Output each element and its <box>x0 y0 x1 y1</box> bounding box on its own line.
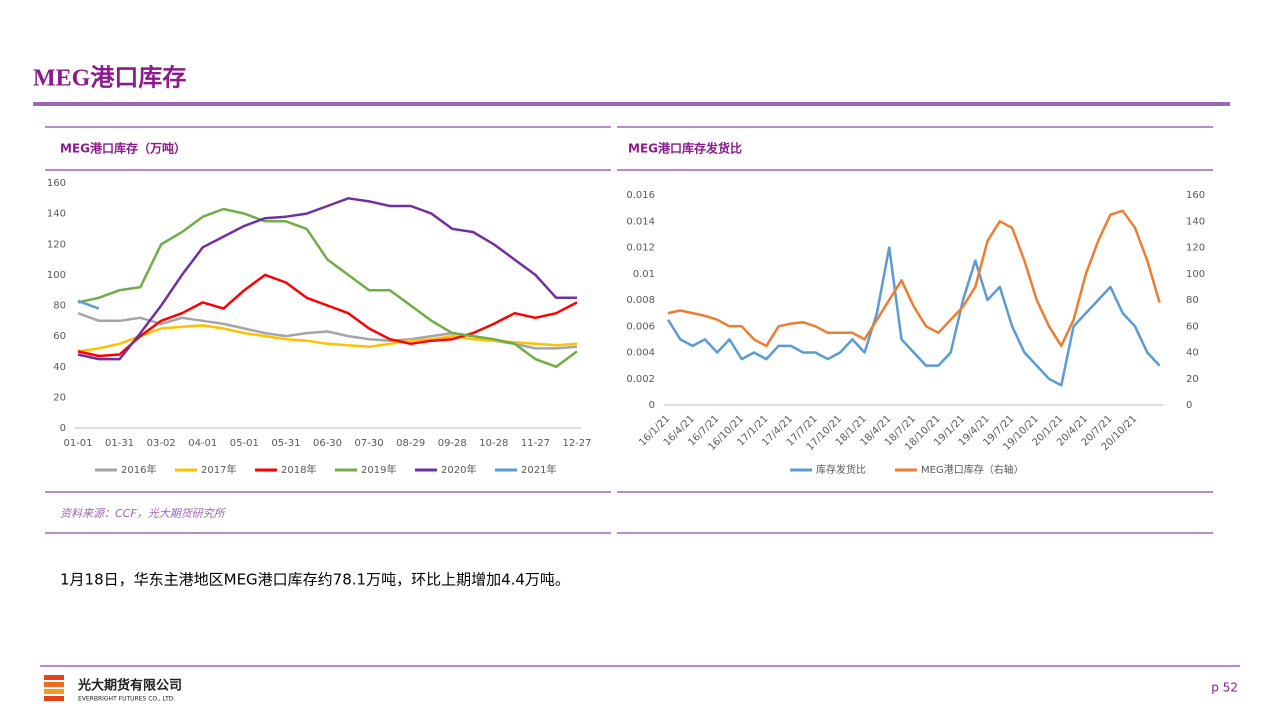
legend-label: 2020年 <box>441 463 476 476</box>
legend-label: 2021年 <box>521 463 556 476</box>
y-tick-label: 0 <box>649 400 655 411</box>
x-tick-label: 05-31 <box>271 438 300 449</box>
y2-tick-label: 60 <box>1186 321 1199 332</box>
frame-lines <box>40 126 1240 667</box>
y2-tick-label: 0 <box>1186 400 1192 411</box>
y-tick-label: 0.016 <box>626 190 655 201</box>
x-tick-label: 11-27 <box>521 438 550 449</box>
y-tick-label: 160 <box>47 178 66 189</box>
chart-title: MEG港口库存发货比 <box>628 141 742 156</box>
series-line <box>77 207 578 369</box>
y-tick-label: 0.002 <box>626 374 655 385</box>
body-text: 1月18日，华东主港地区MEG港口库存约78.1万吨，环比上期增加4.4万吨。 <box>60 571 570 589</box>
company-name: 光大期货有限公司 <box>77 678 182 694</box>
y2-tick-label: 40 <box>1186 348 1199 359</box>
y-tick-label: 0.01 <box>633 269 655 280</box>
x-tick-label: 01-01 <box>63 438 92 449</box>
y-tick-label: 0.004 <box>626 348 655 359</box>
legend-label: 2019年 <box>361 463 396 476</box>
y2-tick-label: 20 <box>1186 374 1199 385</box>
x-tick-label: 09-28 <box>438 438 467 449</box>
y-tick-label: 0.006 <box>626 321 655 332</box>
chart-title: MEG港口库存（万吨） <box>60 141 186 156</box>
x-tick-label: 12-27 <box>562 438 591 449</box>
x-tick-label: 04-01 <box>188 438 217 449</box>
source-note: 资料来源：CCF，光大期货研究所 <box>60 507 227 520</box>
legend-label: 2018年 <box>281 463 316 476</box>
y2-tick-label: 140 <box>1186 216 1205 227</box>
slide-title: MEG港口库存 <box>33 65 186 92</box>
x-tick-label: 06-30 <box>313 438 342 449</box>
y-tick-label: 0.012 <box>626 243 655 254</box>
x-tick-label: 08-29 <box>396 438 425 449</box>
legend-label: 库存发货比 <box>816 463 866 476</box>
legend-label: 2017年 <box>201 463 236 476</box>
y2-tick-label: 160 <box>1186 190 1205 201</box>
y-tick-label: 140 <box>47 209 66 220</box>
series-line <box>77 197 577 361</box>
series-line <box>666 246 1161 387</box>
y-tick-label: 40 <box>53 362 66 373</box>
series-line <box>77 273 578 358</box>
series-line <box>77 324 578 353</box>
y2-tick-label: 80 <box>1186 295 1199 306</box>
x-tick-label: 01-31 <box>105 438 134 449</box>
legend-label: MEG港口库存（右轴） <box>921 463 1024 476</box>
y-tick-label: 20 <box>53 392 66 403</box>
x-tick-label: 03-02 <box>147 438 176 449</box>
logo <box>44 675 64 701</box>
x-tick-label: 07-30 <box>355 438 384 449</box>
company-en: EVERBRIGHT FUTURES CO., LTD. <box>78 696 175 703</box>
y2-tick-label: 100 <box>1186 269 1205 280</box>
title-rule <box>33 102 1230 106</box>
legend-label: 2016年 <box>121 463 156 476</box>
y-tick-label: 100 <box>47 270 66 281</box>
y-tick-label: 60 <box>53 331 66 342</box>
page-number: p 52 <box>1211 681 1238 695</box>
series-line <box>667 209 1161 348</box>
y-tick-label: 0 <box>60 423 66 434</box>
x-tick-label: 05-01 <box>230 438 259 449</box>
y-tick-label: 0.014 <box>626 216 655 227</box>
x-tick-label: 10-28 <box>479 438 508 449</box>
y-tick-label: 0.008 <box>626 295 655 306</box>
y-tick-label: 120 <box>47 239 66 250</box>
y-tick-label: 80 <box>53 301 66 312</box>
y2-tick-label: 120 <box>1186 243 1205 254</box>
series-line <box>77 299 100 310</box>
